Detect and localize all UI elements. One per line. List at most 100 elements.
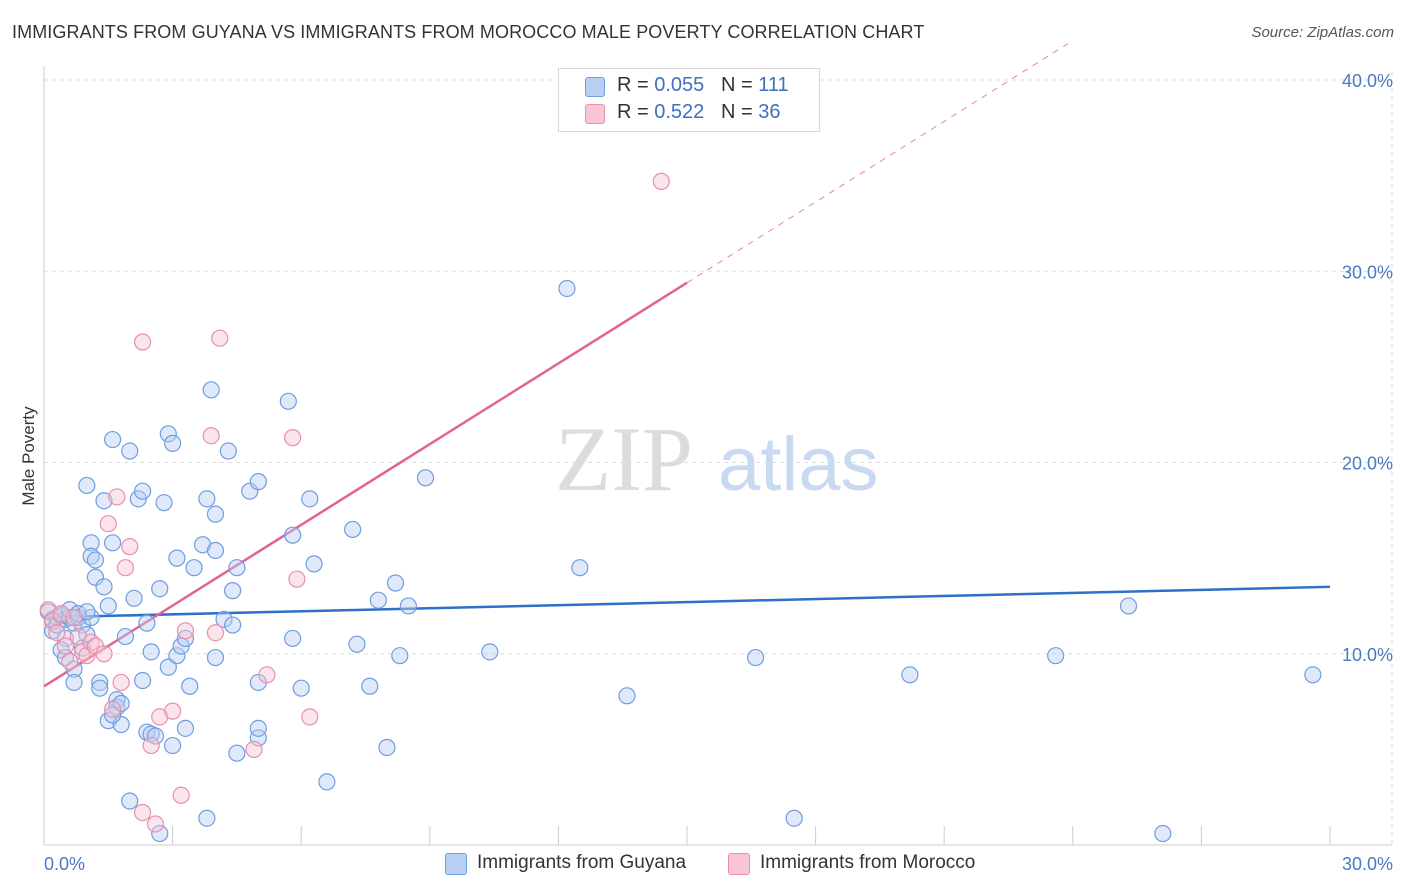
point-guyana <box>219 442 237 460</box>
point-guyana <box>164 434 182 452</box>
legend-swatch-morocco <box>585 104 605 124</box>
point-morocco <box>164 702 182 720</box>
point-guyana <box>164 736 182 755</box>
point-guyana <box>78 476 96 495</box>
point-morocco <box>206 624 225 642</box>
point-guyana <box>318 773 336 791</box>
point-guyana <box>378 738 396 757</box>
point-guyana <box>202 381 220 399</box>
r-label: R = <box>617 101 655 123</box>
point-morocco <box>78 647 96 665</box>
point-guyana <box>65 673 83 692</box>
point-guyana <box>386 574 405 592</box>
y-tick-label: 30.0% <box>1342 262 1393 282</box>
point-guyana <box>198 809 216 827</box>
watermark-atlas: atlas <box>718 422 879 507</box>
n-value-morocco: 36 <box>758 101 781 123</box>
point-guyana <box>168 549 186 567</box>
point-guyana <box>151 824 169 843</box>
point-guyana <box>369 591 387 609</box>
point-guyana <box>249 473 267 491</box>
point-guyana <box>181 677 199 695</box>
correlation-legend: R = 0.055 N = 111 R = 0.522 N = 36 <box>558 68 820 132</box>
y-axis-label: Male Poverty <box>19 406 38 506</box>
point-morocco <box>112 673 130 692</box>
point-guyana <box>125 589 143 607</box>
r-value-morocco: 0.522 <box>654 101 705 123</box>
point-guyana <box>91 673 109 692</box>
n-label: N = <box>720 74 759 96</box>
point-guyana <box>112 715 130 734</box>
point-guyana <box>133 482 152 500</box>
r-label: R = <box>617 74 655 96</box>
n-label: N = <box>720 101 759 123</box>
point-guyana <box>785 809 803 827</box>
point-guyana <box>301 490 319 508</box>
point-morocco <box>652 172 670 190</box>
point-morocco <box>301 708 319 726</box>
point-guyana <box>1119 597 1138 615</box>
r-value-guyana: 0.055 <box>654 74 705 96</box>
point-morocco <box>61 652 79 671</box>
point-guyana <box>416 469 435 487</box>
point-guyana <box>159 658 177 676</box>
point-guyana <box>138 614 156 632</box>
point-guyana <box>228 744 246 762</box>
point-guyana <box>86 551 105 569</box>
point-morocco <box>258 666 276 684</box>
point-morocco <box>288 570 306 588</box>
y-tick-label: 10.0% <box>1342 645 1393 665</box>
point-guyana <box>112 694 130 713</box>
point-guyana <box>224 616 242 634</box>
point-morocco <box>133 333 152 351</box>
point-guyana <box>224 582 242 600</box>
point-guyana <box>103 534 122 552</box>
point-guyana <box>1154 824 1172 843</box>
point-guyana <box>198 490 216 508</box>
point-guyana <box>176 719 195 737</box>
trend-lines <box>43 41 1331 688</box>
point-guyana <box>121 792 139 810</box>
point-morocco <box>108 488 126 506</box>
point-guyana <box>206 541 225 560</box>
point-guyana <box>215 610 233 628</box>
point-guyana <box>206 648 225 667</box>
point-guyana <box>99 597 117 615</box>
point-guyana <box>305 555 323 573</box>
x-tick-label: 0.0% <box>44 854 85 874</box>
point-guyana <box>151 580 169 598</box>
point-guyana <box>155 494 173 512</box>
point-guyana <box>121 442 139 460</box>
watermark: ZIP atlas <box>555 408 879 510</box>
y-tick-label: 40.0% <box>1342 71 1393 91</box>
point-guyana <box>558 279 576 298</box>
point-guyana <box>1047 647 1065 665</box>
point-guyana <box>159 425 177 443</box>
chart-title: IMMIGRANTS FROM GUYANA VS IMMIGRANTS FRO… <box>12 22 925 42</box>
point-guyana <box>95 492 113 510</box>
point-morocco <box>211 329 229 347</box>
axes <box>43 66 1392 846</box>
point-guyana <box>746 648 765 667</box>
point-morocco <box>142 736 160 755</box>
point-guyana <box>116 627 135 646</box>
point-morocco <box>172 786 190 804</box>
trend-line-morocco <box>43 281 688 688</box>
point-morocco <box>99 515 117 533</box>
point-morocco <box>103 700 122 718</box>
point-guyana <box>241 482 259 500</box>
point-guyana <box>228 559 246 577</box>
n-value-guyana: 111 <box>758 74 789 96</box>
point-guyana <box>361 677 379 695</box>
point-morocco <box>116 559 135 577</box>
point-morocco <box>95 645 113 663</box>
point-guyana <box>142 643 160 661</box>
point-guyana <box>399 597 417 615</box>
point-guyana <box>279 392 297 410</box>
point-guyana <box>146 727 165 745</box>
point-guyana <box>133 671 152 690</box>
legend-label-morocco: Immigrants from Morocco <box>760 852 976 873</box>
trend-line-morocco-extension <box>686 41 1072 284</box>
point-guyana <box>1304 666 1322 684</box>
